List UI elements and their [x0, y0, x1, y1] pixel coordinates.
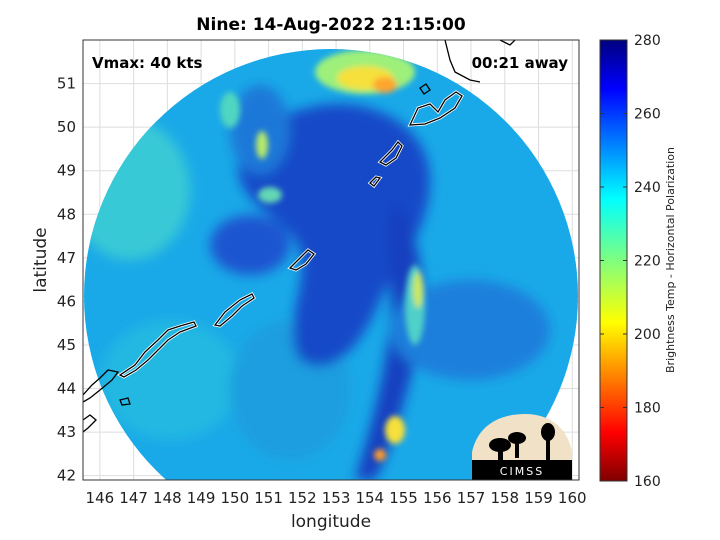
y-axis-label: latitude [31, 227, 51, 292]
colorbar-tick-label: 180 [634, 401, 661, 417]
x-tick-label: 151 [254, 489, 283, 507]
colorbar-tick-label: 260 [634, 107, 661, 123]
colorbar-tick-label: 240 [634, 180, 661, 196]
x-tick-label: 156 [423, 489, 452, 507]
y-tick-label: 45 [57, 336, 76, 354]
x-tick-label: 159 [524, 489, 553, 507]
x-tick-label: 146 [86, 489, 115, 507]
x-tick-label: 153 [322, 489, 351, 507]
x-tick-label: 148 [153, 489, 182, 507]
x-tick-label: 154 [355, 489, 384, 507]
y-tick-label: 43 [57, 423, 76, 441]
cimss-logo: CIMSS [472, 414, 572, 480]
y-tick-label: 49 [57, 162, 76, 180]
colorbar-ticks: 160 180 200 220 240 260 280 [600, 33, 661, 490]
y-tick-label: 50 [57, 118, 76, 136]
vmax-label: Vmax: 40 kts [92, 54, 202, 72]
x-axis-label: longitude [291, 512, 371, 532]
cimss-logo-text: CIMSS [500, 465, 544, 478]
y-tick-label: 44 [57, 380, 76, 398]
y-tick-label: 42 [57, 467, 76, 485]
y-tick-labels: 42 43 44 45 46 47 48 49 50 51 [57, 75, 76, 485]
chart-title: Nine: 14-Aug-2022 21:15:00 [196, 15, 466, 35]
x-tick-label: 158 [490, 489, 519, 507]
x-tick-label: 150 [221, 489, 250, 507]
y-tick-label: 48 [57, 205, 76, 223]
colorbar-tick-label: 200 [634, 327, 661, 343]
plot-border [82, 39, 580, 481]
x-tick-label: 155 [389, 489, 418, 507]
colorbar-tick-label: 220 [634, 254, 661, 270]
time-away-label: 00:21 away [472, 54, 569, 72]
x-tick-labels: 146 147 148 149 150 151 152 153 154 155 156 157 158 1… [86, 489, 587, 507]
x-tick-label: 160 [558, 489, 587, 507]
y-tick-label: 51 [57, 75, 76, 93]
x-tick-label: 149 [187, 489, 216, 507]
colorbar [599, 39, 628, 482]
colorbar-tick-label: 160 [634, 474, 661, 490]
x-tick-label: 147 [119, 489, 148, 507]
x-tick-label: 157 [457, 489, 486, 507]
x-tick-label: 152 [288, 489, 317, 507]
swath-image [84, 49, 578, 480]
colorbar-label: Brightness Temp - Horizontal Polarizatio… [664, 147, 677, 373]
colorbar-tick-label: 280 [634, 33, 661, 49]
coastlines [83, 40, 516, 433]
y-tick-label: 46 [57, 292, 76, 310]
y-tick-label: 47 [57, 249, 76, 267]
